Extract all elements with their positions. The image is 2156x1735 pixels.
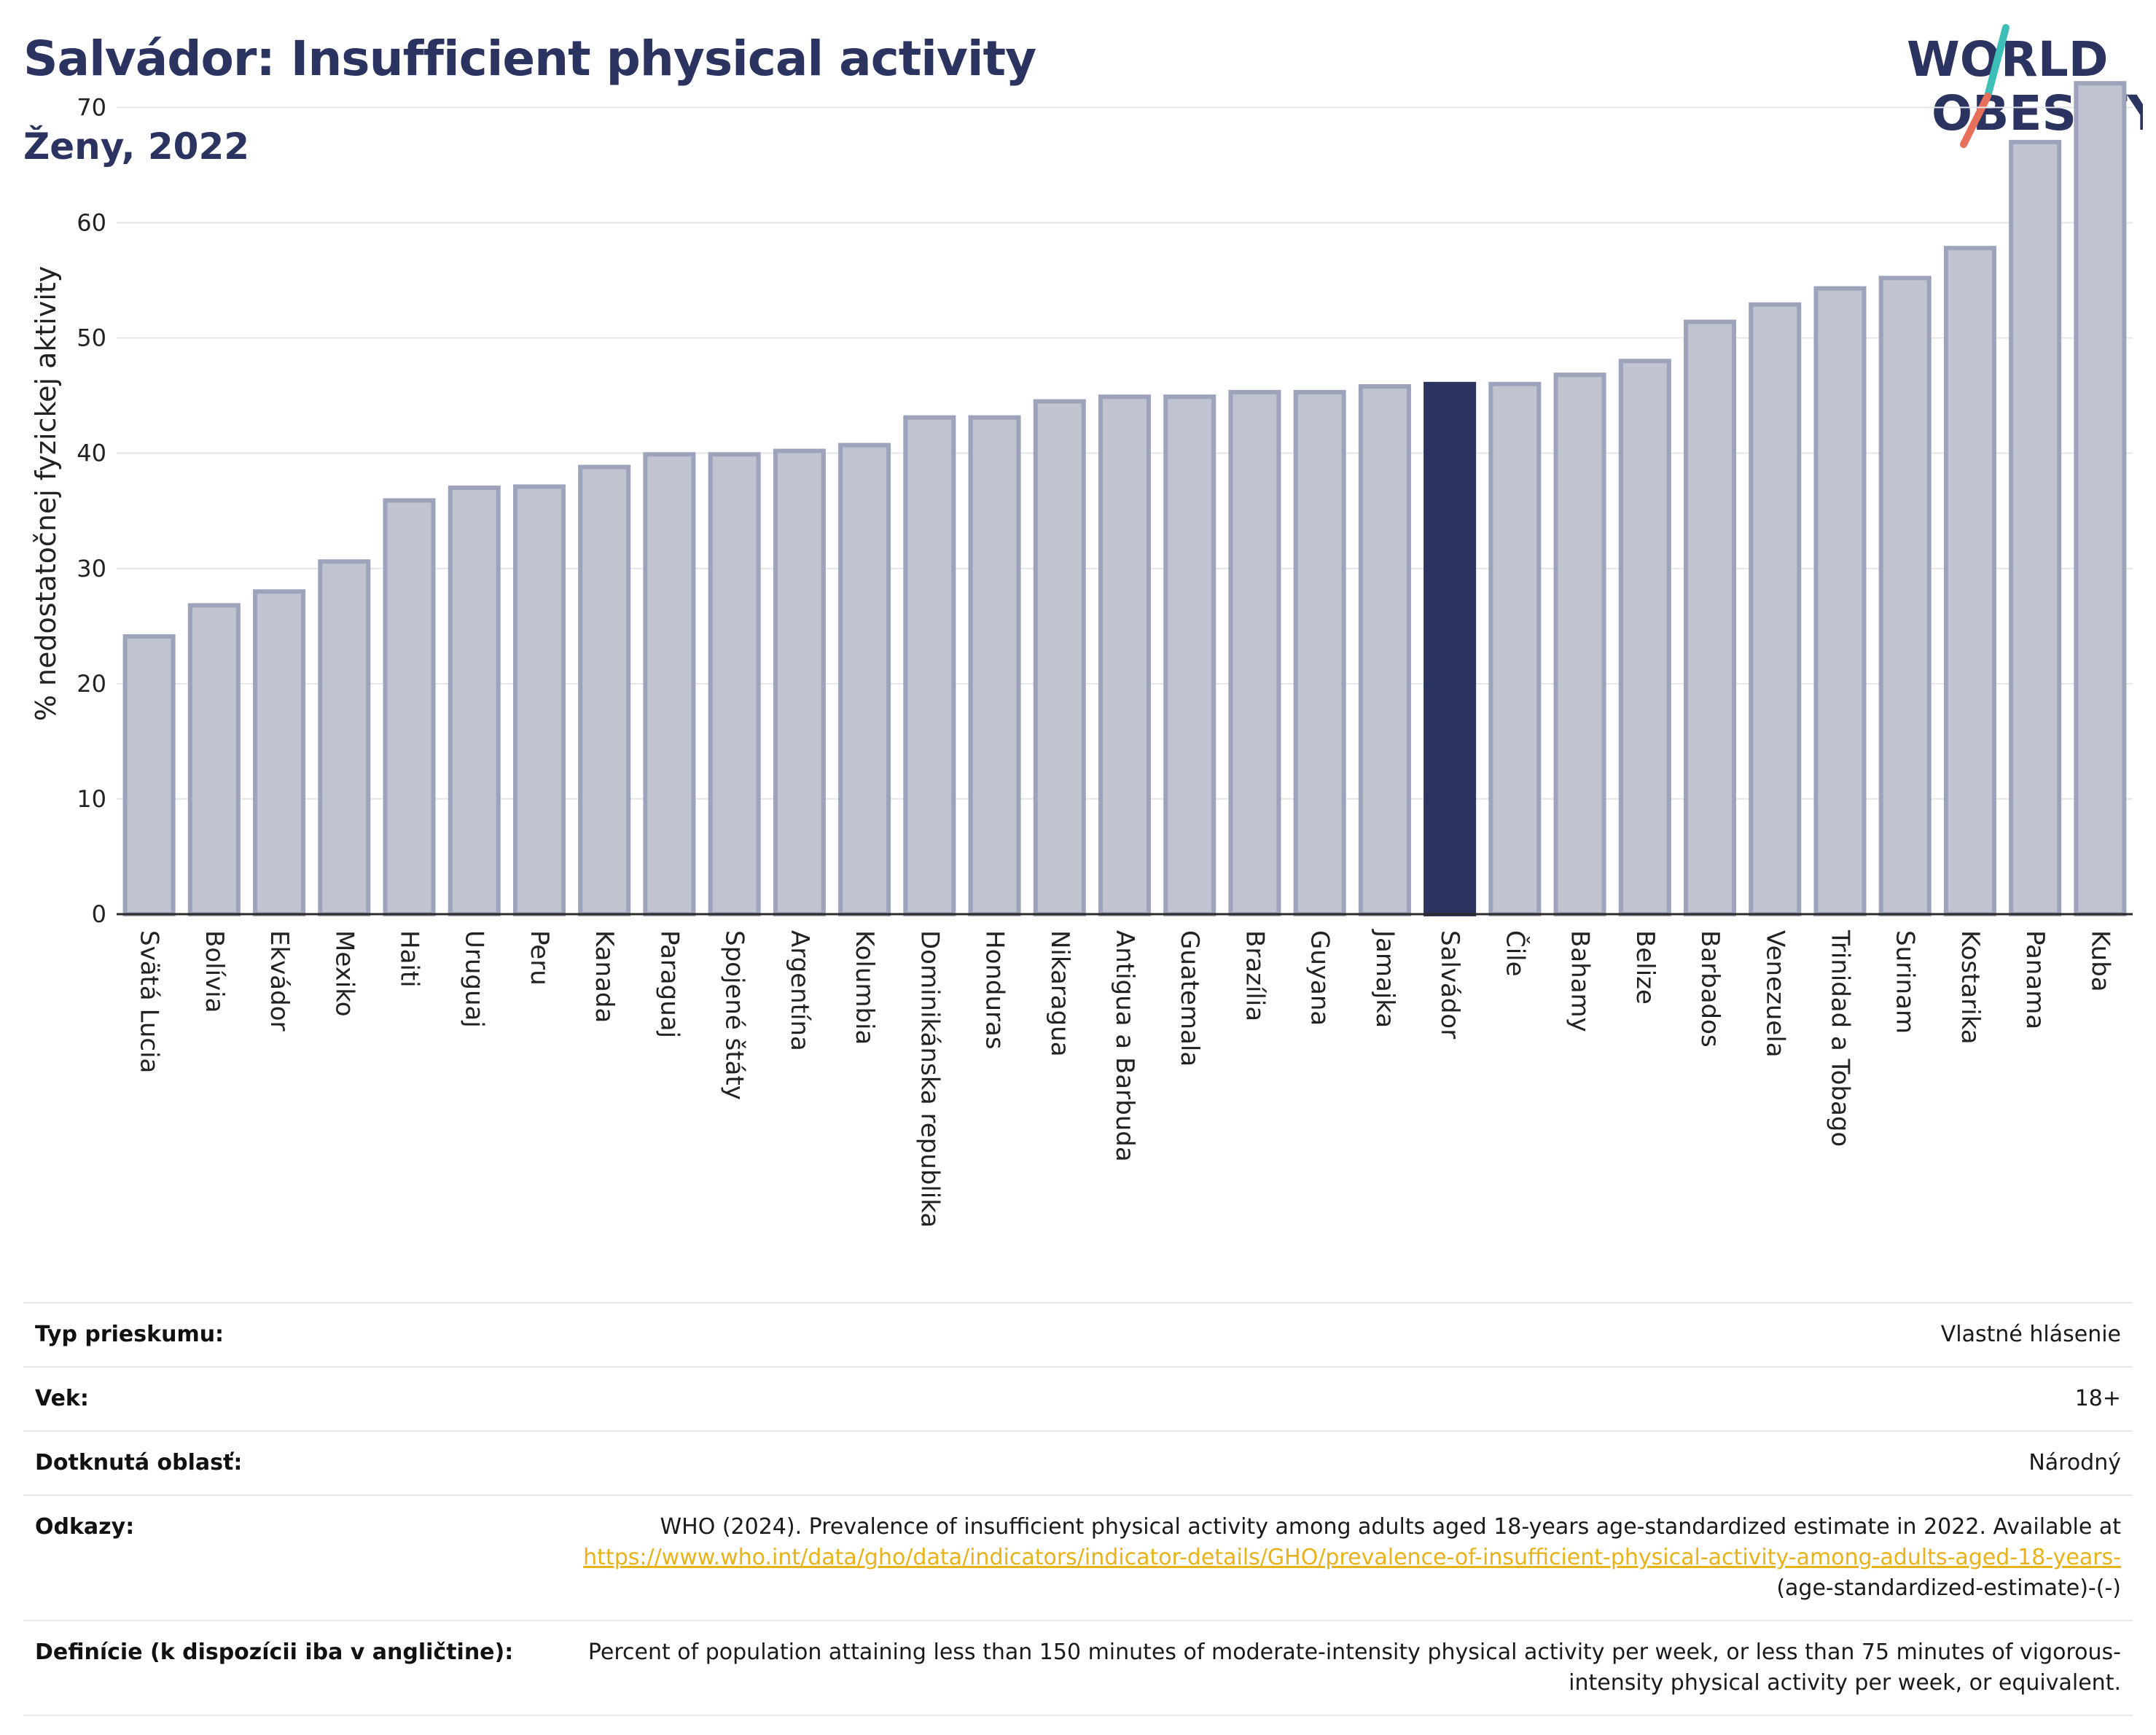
x-tick-label: Panama — [2020, 930, 2050, 1029]
definitions-text: Percent of population attaining less tha… — [557, 1620, 2133, 1716]
bar — [122, 634, 176, 916]
info-row-age: Vek: 18+ — [23, 1366, 2133, 1432]
logo-slash-teal — [1984, 24, 2009, 100]
references-link[interactable]: https://www.who.int/data/gho/data/indica… — [583, 1545, 2121, 1570]
bar — [1423, 381, 1477, 916]
x-tick-label: Ekvádor — [265, 930, 294, 1032]
definitions-label: Definície (k dispozícii iba v angličtine… — [23, 1620, 557, 1716]
bar — [1228, 389, 1281, 916]
bar — [448, 486, 501, 916]
references-text: WHO (2024). Prevalence of insufficient p… — [660, 1514, 2121, 1540]
bar — [773, 448, 826, 916]
bar — [383, 498, 436, 916]
references-value: WHO (2024). Prevalence of insufficient p… — [557, 1494, 2133, 1621]
survey-type-value: Vlastné hlásenie — [557, 1302, 2133, 1368]
bar — [578, 464, 631, 916]
chart-title: Salvádor: Insufficient physical activity — [23, 31, 1036, 87]
bar — [1033, 399, 1086, 916]
bar — [1553, 373, 1606, 916]
y-tick-label: 50 — [77, 324, 106, 352]
x-tick-label: Guyana — [1305, 930, 1335, 1026]
logo-line-1: WORLD — [1907, 31, 2109, 87]
y-tick-label: 40 — [77, 440, 106, 467]
x-tick-label: Dominikánska republika — [915, 930, 944, 1228]
references-suffix: (age-standardized-estimate)-(-) — [1776, 1575, 2121, 1601]
bar — [1618, 359, 1671, 916]
y-tick-label: 30 — [77, 555, 106, 582]
x-tick-label: Venezuela — [1760, 930, 1789, 1058]
bar — [1749, 302, 1802, 917]
y-axis-label: % nedostatočnej fyzickej aktivity — [30, 266, 62, 722]
bar — [1943, 246, 1996, 917]
bar — [1293, 389, 1346, 916]
area-value: Národný — [557, 1430, 2133, 1496]
x-tick-label: Trinidad a Tobago — [1825, 929, 1854, 1147]
x-tick-label: Barbados — [1695, 930, 1725, 1048]
info-row-area: Dotknutá oblasť: Národný — [23, 1430, 2133, 1496]
x-tick-label: Čile — [1500, 930, 1530, 977]
bar — [1684, 319, 1737, 916]
bar — [2009, 139, 2062, 916]
info-row-references: Odkazy: WHO (2024). Prevalence of insuff… — [23, 1494, 2133, 1621]
y-tick-label: 10 — [77, 785, 106, 813]
x-tick-label: Jamajka — [1370, 929, 1399, 1028]
area-label: Dotknutá oblasť: — [23, 1430, 557, 1496]
x-tick-label: Belize — [1630, 930, 1660, 1005]
x-tick-label: Nikaragua — [1045, 930, 1074, 1057]
x-tick-label: Kanada — [590, 930, 619, 1023]
age-value: 18+ — [557, 1366, 2133, 1432]
bar — [1813, 286, 1867, 916]
x-tick-label: Peru — [525, 930, 554, 986]
age-label: Vek: — [23, 1366, 557, 1432]
bar — [903, 415, 956, 916]
bar — [512, 484, 566, 916]
chart-subtitle: Ženy, 2022 — [23, 125, 250, 168]
info-row-survey-type: Typ prieskumu: Vlastné hlásenie — [23, 1302, 2133, 1368]
bar — [1098, 394, 1152, 916]
logo-slash-coral — [1960, 93, 1991, 148]
bar — [1488, 381, 1542, 916]
x-tick-label: Mexiko — [329, 930, 359, 1017]
x-tick-label: Bahamy — [1566, 930, 1595, 1032]
x-tick-label: Argentína — [785, 930, 814, 1051]
x-tick-label: Kostarika — [1956, 930, 1985, 1045]
x-tick-label: Salvádor — [1435, 930, 1464, 1039]
bar — [1163, 394, 1216, 916]
x-tick-label: Uruguaj — [460, 930, 489, 1028]
bar-chart: 0 10 20 30 40 50 60 70 % nedostatočnej fyzickej … — [30, 81, 2133, 1228]
x-tick-label: Guatemala — [1175, 930, 1204, 1067]
x-tick-label: Surinam — [1891, 930, 1920, 1034]
x-tick-label: Bolívia — [200, 930, 229, 1013]
x-tick-label: Brazília — [1240, 930, 1269, 1021]
metadata-table: Typ prieskumu: Vlastné hlásenie Vek: 18+… — [23, 1302, 2133, 1716]
y-tick-label: 0 — [92, 900, 106, 928]
y-tick-label: 70 — [77, 93, 106, 121]
y-tick-label: 20 — [77, 670, 106, 698]
bar — [1358, 383, 1411, 916]
bar — [318, 559, 371, 916]
bar — [968, 415, 1021, 916]
bar — [643, 452, 696, 916]
y-tick-label: 60 — [77, 209, 106, 237]
x-tick-label: Paraguaj — [655, 930, 684, 1038]
bar — [253, 589, 306, 916]
survey-type-label: Typ prieskumu: — [23, 1302, 557, 1368]
x-tick-label: Kolumbia — [850, 930, 879, 1045]
info-row-definitions: Definície (k dispozícii iba v angličtine… — [23, 1620, 2133, 1716]
references-label: Odkazy: — [23, 1494, 557, 1621]
bar — [1878, 276, 1932, 916]
bar — [838, 442, 891, 916]
x-tick-label: Antigua a Barbuda — [1110, 930, 1139, 1162]
bar — [708, 452, 761, 916]
x-tick-label: Haiti — [395, 930, 424, 988]
x-tick-label: Svätá Lucia — [135, 930, 164, 1073]
x-tick-label: Kuba — [2085, 930, 2114, 992]
x-tick-label: Honduras — [980, 930, 1009, 1050]
bar — [2074, 81, 2127, 916]
x-tick-label: Spojené štáty — [720, 930, 749, 1100]
bar — [187, 603, 241, 916]
